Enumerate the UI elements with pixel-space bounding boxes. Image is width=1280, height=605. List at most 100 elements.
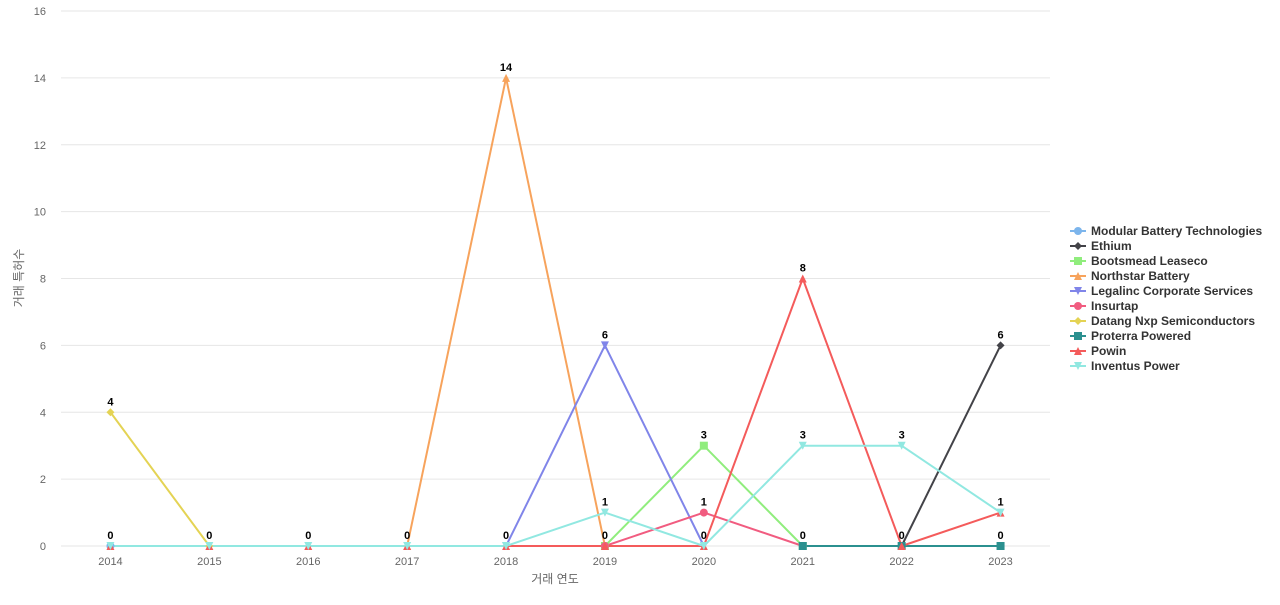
data-label: 0 — [701, 530, 707, 542]
legend-item-modular-battery-technologies[interactable]: Modular Battery Technologies — [1070, 224, 1262, 238]
data-label: 1 — [602, 497, 608, 509]
y-axis-title: 거래 특허수 — [12, 249, 26, 308]
y-axis-ticks: 0 2 4 6 8 10 12 14 16 — [34, 6, 46, 553]
legend-marker — [1074, 242, 1082, 250]
legend-label: Legalinc Corporate Services — [1091, 284, 1253, 298]
data-point-powin — [600, 542, 609, 550]
legend-marker — [1074, 347, 1082, 355]
y-tick-label: 6 — [40, 340, 46, 352]
data-point-inventus-power — [304, 542, 313, 550]
legend-item-ethium[interactable]: Ethium — [1070, 239, 1132, 253]
data-label: 0 — [899, 530, 905, 542]
legend-label: Modular Battery Technologies — [1091, 224, 1262, 238]
y-tick-label: 0 — [40, 541, 46, 553]
legend-marker — [1074, 332, 1082, 340]
data-label: 0 — [800, 530, 806, 542]
legend-item-northstar-battery[interactable]: Northstar Battery — [1070, 269, 1190, 283]
legend-item-inventus-power[interactable]: Inventus Power — [1070, 359, 1180, 373]
series-line-datang-nxp-semiconductors — [109, 411, 211, 547]
x-tick-label: 2018 — [494, 556, 518, 568]
legend-marker — [1074, 362, 1082, 370]
data-label: 14 — [500, 62, 513, 74]
data-point-proterra-powered — [996, 542, 1005, 550]
data-point-inventus-power — [403, 542, 412, 550]
data-label: 3 — [899, 430, 905, 442]
data-label: 0 — [206, 530, 212, 542]
data-point-inventus-power — [996, 508, 1005, 517]
data-point-powin — [798, 274, 807, 283]
data-point-inventus-power — [600, 508, 609, 517]
data-label: 0 — [305, 530, 311, 542]
legend-item-insurtap[interactable]: Insurtap — [1070, 299, 1138, 313]
x-tick-label: 2015 — [197, 556, 221, 568]
data-label: 1 — [701, 497, 707, 509]
data-point-legalinc-corporate-services — [600, 341, 609, 350]
data-labels: 0 4 0 0 0 0 14 0 1 6 0 1 3 0 3 8 0 3 0 1 6 — [107, 62, 1003, 542]
legend-label: Ethium — [1091, 239, 1132, 253]
x-tick-label: 2014 — [98, 556, 122, 568]
series-line-northstar-battery — [406, 76, 606, 547]
legend-item-proterra-powered[interactable]: Proterra Powered — [1070, 329, 1191, 343]
data-point-inventus-power — [502, 542, 511, 550]
gridlines — [61, 10, 1050, 547]
legend-marker — [1074, 227, 1082, 235]
legend-item-datang-nxp-semiconductors[interactable]: Datang Nxp Semiconductors — [1070, 314, 1255, 328]
data-label: 3 — [800, 430, 806, 442]
data-label: 6 — [602, 329, 608, 341]
legend-item-powin[interactable]: Powin — [1070, 344, 1126, 358]
y-tick-label: 2 — [40, 474, 46, 486]
x-axis-title: 거래 연도 — [531, 572, 579, 586]
legend-label: Insurtap — [1091, 299, 1138, 313]
data-label: 6 — [997, 329, 1003, 341]
data-point-powin — [897, 542, 906, 550]
data-label: 0 — [404, 530, 410, 542]
y-tick-label: 8 — [40, 274, 46, 286]
data-point-ethium — [996, 341, 1005, 350]
data-label: 3 — [701, 430, 707, 442]
x-tick-label: 2017 — [395, 556, 419, 568]
data-point-insurtap — [699, 508, 708, 517]
series-markers — [106, 73, 1005, 550]
data-point-proterra-powered — [798, 542, 807, 550]
data-point-northstar-battery — [502, 73, 511, 82]
data-label: 0 — [503, 530, 509, 542]
data-point-inventus-power — [106, 542, 115, 550]
data-point-inventus-power — [798, 441, 807, 450]
legend-label: Powin — [1091, 344, 1126, 358]
data-point-inventus-power — [205, 542, 214, 550]
legend-label: Inventus Power — [1091, 359, 1180, 373]
y-tick-label: 16 — [34, 6, 46, 18]
legend-marker — [1074, 257, 1082, 265]
data-label: 4 — [107, 396, 114, 408]
data-point-inventus-power — [699, 542, 708, 550]
y-tick-label: 4 — [40, 407, 46, 419]
y-tick-label: 14 — [34, 73, 46, 85]
legend-marker — [1074, 287, 1082, 295]
series-line-inventus-power — [109, 444, 1002, 547]
legend-label: Bootsmead Leaseco — [1091, 254, 1208, 268]
x-tick-label: 2019 — [593, 556, 617, 568]
legend-marker — [1074, 302, 1082, 310]
y-tick-label: 12 — [34, 140, 46, 152]
series-line-ethium — [900, 344, 1002, 547]
series-lines — [109, 76, 1002, 547]
x-tick-label: 2022 — [889, 556, 913, 568]
legend-item-legalinc-corporate-services[interactable]: Legalinc Corporate Services — [1070, 284, 1253, 298]
data-label: 0 — [602, 530, 608, 542]
x-axis-ticks: 2014 2015 2016 2017 2018 2019 2020 2021 2022 2023 — [98, 556, 1013, 568]
x-tick-label: 2020 — [692, 556, 716, 568]
legend-item-bootsmead-leaseco[interactable]: Bootsmead Leaseco — [1070, 254, 1208, 268]
legend-label: Proterra Powered — [1091, 329, 1191, 343]
data-label: 1 — [997, 497, 1003, 509]
legend: Modular Battery TechnologiesEthiumBootsm… — [1070, 224, 1262, 373]
data-point-inventus-power — [897, 441, 906, 450]
x-tick-label: 2016 — [296, 556, 320, 568]
x-tick-label: 2023 — [988, 556, 1012, 568]
data-label: 0 — [107, 530, 113, 542]
data-label: 0 — [997, 530, 1003, 542]
legend-marker — [1074, 317, 1082, 325]
data-point-bootsmead-leaseco — [699, 441, 708, 450]
legend-marker — [1074, 272, 1082, 280]
